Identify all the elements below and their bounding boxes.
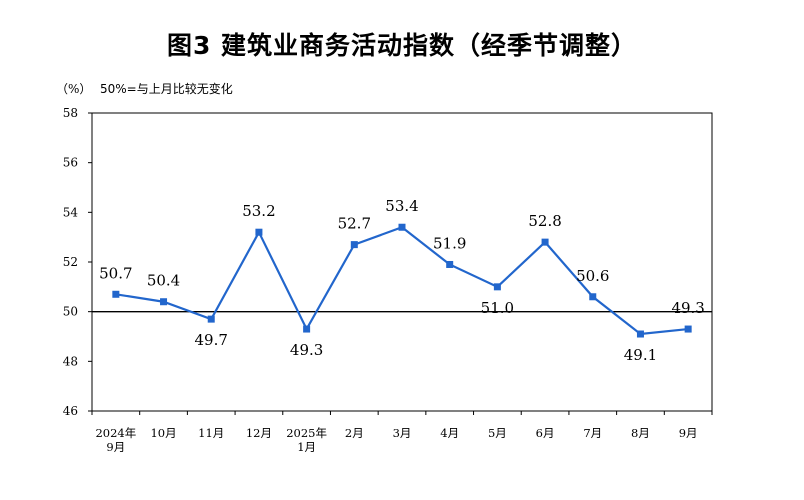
data-point-marker <box>350 241 358 249</box>
data-label: 50.7 <box>99 264 132 282</box>
data-point-marker <box>398 223 406 231</box>
y-tick-label: 48 <box>63 354 78 368</box>
x-tick-label-line: 12月 <box>246 426 272 440</box>
x-tick-label-line: 9月 <box>679 426 698 440</box>
data-point-marker <box>207 315 215 323</box>
data-label: 49.3 <box>290 341 323 359</box>
data-label: 52.7 <box>338 215 371 233</box>
y-tick-label: 58 <box>63 106 78 120</box>
x-tick-label-line: 11月 <box>198 426 224 440</box>
x-tick-label-line: 2024年 <box>95 426 136 440</box>
x-tick-label: 10月 <box>150 426 176 440</box>
data-label: 53.2 <box>242 202 275 220</box>
x-tick-label-line: 6月 <box>536 426 555 440</box>
x-tick-label: 2月 <box>345 426 364 440</box>
chart-title: 图3 建筑业商务活动指数（经季节调整） <box>166 31 638 60</box>
y-tick-label: 56 <box>63 156 78 170</box>
data-point-marker <box>160 298 168 306</box>
x-tick-label: 9月 <box>679 426 698 440</box>
data-point-marker <box>589 293 597 301</box>
data-label: 49.7 <box>195 331 228 349</box>
x-tick-label-line: 2025年 <box>286 426 327 440</box>
data-label: 53.4 <box>385 197 418 215</box>
x-tick-label-line: 4月 <box>440 426 459 440</box>
data-label: 50.6 <box>576 267 609 285</box>
x-tick-label: 3月 <box>393 426 412 440</box>
x-tick-label-line: 10月 <box>150 426 176 440</box>
x-tick-label-line: 3月 <box>393 426 412 440</box>
data-point-marker <box>303 325 311 333</box>
series-markers <box>112 223 692 338</box>
data-point-marker <box>446 260 454 268</box>
x-tick-label: 6月 <box>536 426 555 440</box>
y-tick-label: 46 <box>63 404 78 418</box>
y-tick-label: 50 <box>63 305 78 319</box>
x-tick-label-line: 5月 <box>488 426 507 440</box>
data-labels: 50.7 50.4 49.7 53.2 49.3 52.7 53.4 51.9 51.0 52.8… <box>99 197 705 364</box>
x-tick-label-line: 9月 <box>106 440 125 454</box>
data-label: 51.0 <box>481 299 514 317</box>
x-tick-label: 2024年 9月 <box>95 426 136 454</box>
x-tick-label-line: 7月 <box>583 426 602 440</box>
y-axis-ticks: 46 48 50 52 54 56 58 <box>63 106 92 418</box>
x-tick-label-line: 2月 <box>345 426 364 440</box>
x-tick-label: 4月 <box>440 426 459 440</box>
x-tick-label-line: 8月 <box>631 426 650 440</box>
data-point-marker <box>112 290 120 298</box>
data-label: 49.1 <box>624 346 657 364</box>
y-axis-unit-label: （%） <box>56 82 92 96</box>
x-tick-label: 2025年 1月 <box>286 426 327 454</box>
reference-note: 50%=与上月比较无变化 <box>100 82 233 96</box>
x-tick-label: 11月 <box>198 426 224 440</box>
y-tick-label: 52 <box>63 255 78 269</box>
x-tick-label: 5月 <box>488 426 507 440</box>
x-tick-label: 12月 <box>246 426 272 440</box>
data-point-marker <box>684 325 692 333</box>
data-point-marker <box>493 283 501 291</box>
x-tick-label-line: 1月 <box>297 440 316 454</box>
data-point-marker <box>541 238 549 246</box>
data-label: 49.3 <box>671 299 704 317</box>
data-point-marker <box>255 228 263 236</box>
y-tick-label: 54 <box>63 205 79 219</box>
data-label: 50.4 <box>147 272 180 290</box>
data-label: 51.9 <box>433 234 466 252</box>
data-label: 52.8 <box>528 212 561 230</box>
plot-area-frame <box>91 112 713 412</box>
data-point-marker <box>636 330 644 338</box>
x-tick-label: 8月 <box>631 426 650 440</box>
x-tick-label: 7月 <box>583 426 602 440</box>
